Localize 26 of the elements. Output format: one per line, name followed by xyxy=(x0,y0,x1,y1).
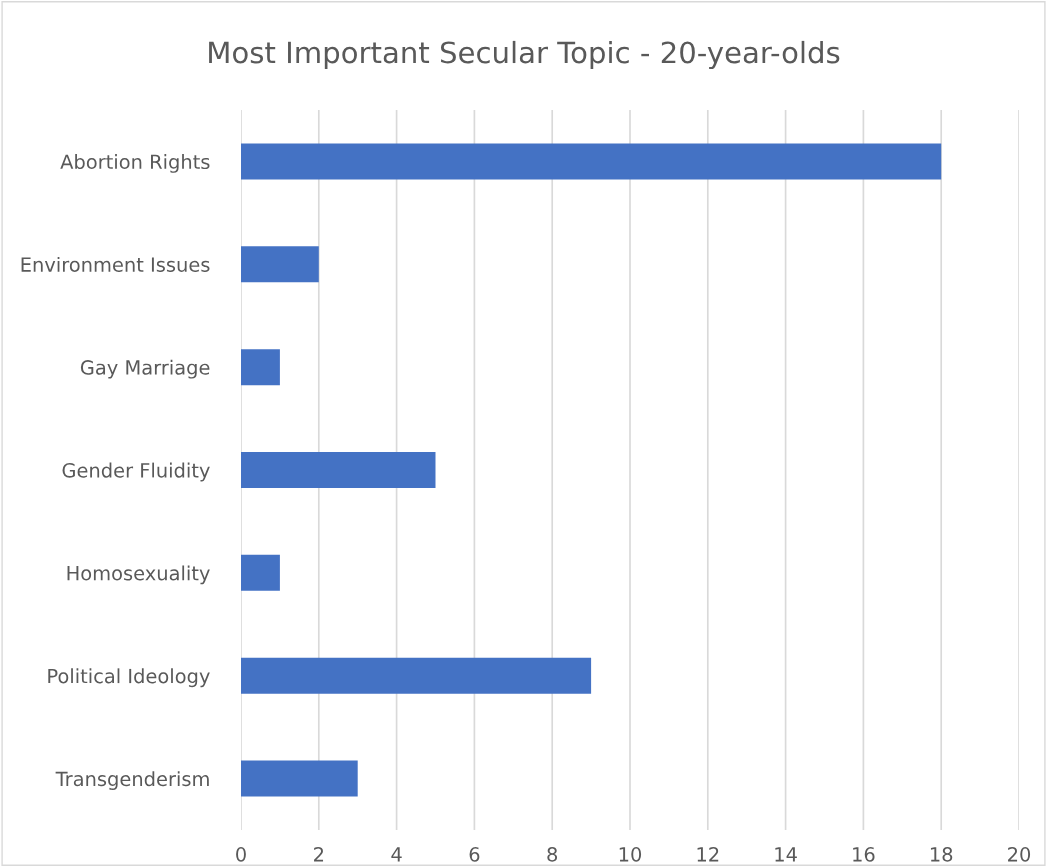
bar xyxy=(241,657,592,694)
x-tick-label: 2 xyxy=(314,847,324,862)
bar xyxy=(241,246,319,283)
x-tick-label: 4 xyxy=(391,847,402,862)
x-tick-label: 10 xyxy=(619,847,642,862)
bar xyxy=(241,452,436,488)
x-tick-label: 14 xyxy=(775,847,797,862)
x-tick-label: 12 xyxy=(697,847,719,862)
y-tick-label: Environment Issues xyxy=(21,256,210,272)
y-tick-label: Abortion Rights xyxy=(60,154,210,173)
y-tick-label: Gay Marriage xyxy=(80,359,210,379)
bar xyxy=(241,554,280,591)
x-tick-label: 18 xyxy=(930,847,953,862)
y-tick-label: Homosexuality xyxy=(67,565,210,585)
y-tick-label: Transgenderism xyxy=(55,771,209,790)
bar xyxy=(241,143,942,180)
chart-title: Most Important Secular Topic - 20-year-olds xyxy=(209,40,840,70)
x-tick-label: 6 xyxy=(469,847,480,862)
x-tick-label: 8 xyxy=(547,847,558,862)
x-tick-label: 20 xyxy=(1008,847,1031,862)
x-tick-label: 16 xyxy=(853,847,875,862)
bar xyxy=(241,760,358,797)
y-tick-label: Gender Fluidity xyxy=(62,462,210,482)
x-tick-label: 0 xyxy=(236,847,246,862)
y-tick-label: Political Ideology xyxy=(48,668,210,688)
bar xyxy=(241,349,280,386)
